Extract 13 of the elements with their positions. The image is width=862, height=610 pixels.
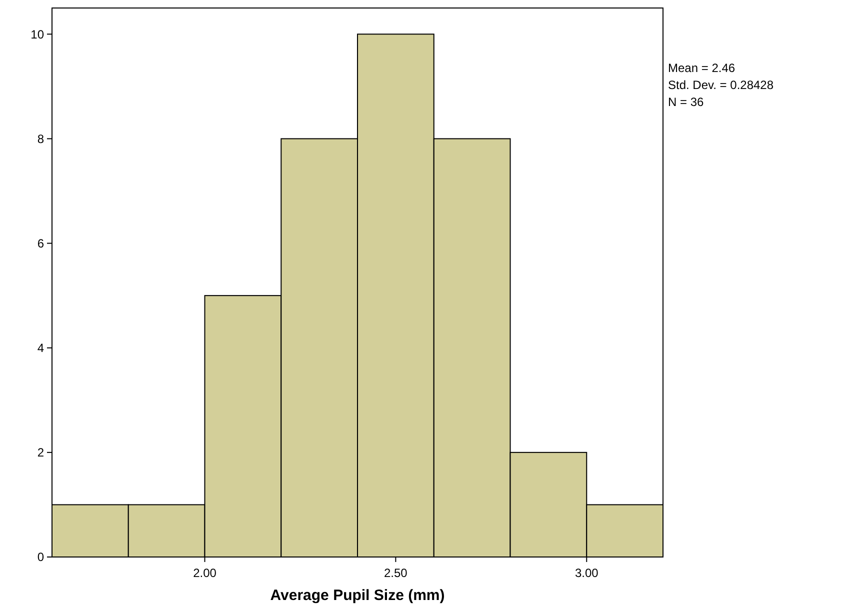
x-tick-label: 2.50 — [384, 566, 408, 580]
x-tick-label: 3.00 — [574, 566, 599, 580]
x-tick-label: 2.00 — [193, 566, 217, 580]
y-tick-label: 6 — [37, 236, 44, 250]
y-tick-label: 10 — [30, 27, 44, 42]
text: Mean = 2.46 — [668, 61, 736, 75]
y-tick-label: 0 — [37, 550, 44, 564]
text: N = 36 — [668, 95, 704, 109]
text: Std. Dev. = 0.28428 — [668, 78, 774, 92]
x-axis-title: Average Pupil Size (mm) — [270, 587, 445, 604]
y-tick-label: 8 — [37, 132, 44, 146]
y-tick-label: 2 — [37, 446, 44, 460]
y-tick-label: 4 — [37, 341, 44, 356]
